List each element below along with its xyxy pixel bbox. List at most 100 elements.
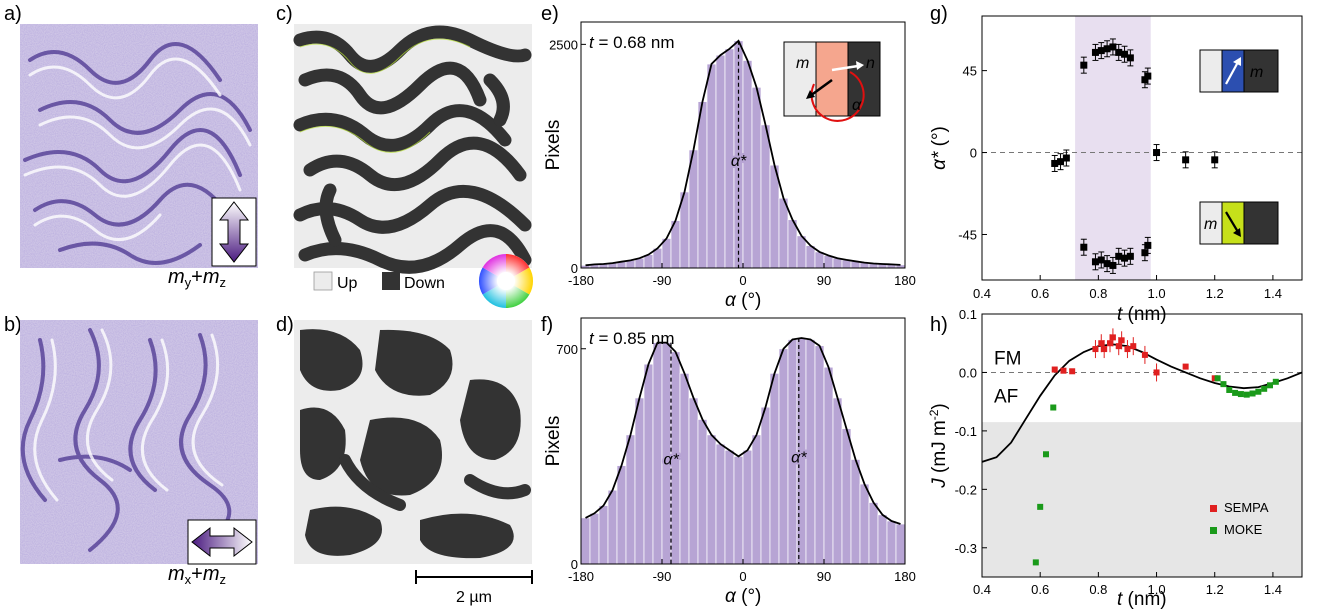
scalebar-label: 2 µm — [456, 589, 492, 606]
inset-alpha-label: α — [852, 97, 862, 114]
x-tick-label: 1.4 — [1264, 582, 1282, 597]
x-tick-label: 180 — [894, 273, 916, 288]
inset-arrowhead-icon — [1233, 57, 1241, 66]
x-tick-label: 0.8 — [1089, 582, 1107, 597]
data-point-sempa — [1092, 346, 1099, 353]
data-point-moke — [1267, 382, 1273, 389]
hist-bar — [760, 406, 771, 565]
data-point — [1080, 243, 1088, 251]
thickness-annotation: t = 0.68 nm — [589, 33, 675, 52]
x-tick-label: 1.0 — [1148, 286, 1166, 301]
hist-bar — [895, 523, 906, 565]
data-point-sempa — [1107, 340, 1113, 347]
chart-h: FM AF SEMPA MOKE 0.4 0.6 0.8 1.0 1.2 1.4 -0.3 -0.2 -… — [927, 307, 1303, 610]
y-tick-label: -0.3 — [955, 541, 977, 556]
y-axis-label: α* (°) — [929, 126, 950, 170]
plot-frame — [981, 15, 1303, 281]
data-point — [1062, 154, 1070, 162]
x-tick-label: 0 — [739, 273, 746, 288]
data-point — [1144, 72, 1152, 80]
hist-bar — [652, 342, 663, 565]
y-tick-label: -0.2 — [955, 482, 977, 497]
data-point — [1097, 47, 1105, 55]
inset-layer-dark — [1243, 49, 1279, 93]
y-tick-label: 2500 — [549, 37, 578, 52]
data-point — [1057, 158, 1065, 166]
data-point — [1153, 149, 1161, 157]
x-tick-label: 1.2 — [1206, 582, 1224, 597]
y-tick-label: 0 — [970, 146, 977, 161]
y-tick-label: -45 — [958, 227, 977, 242]
data-point — [1121, 50, 1129, 58]
data-point-moke — [1214, 375, 1221, 382]
angle-inset: m n α — [783, 41, 881, 122]
panel-f-label: f) — [541, 314, 553, 336]
x-tick-label: 90 — [817, 569, 831, 584]
inset-arrow — [1225, 61, 1239, 85]
panel-e-label: e) — [541, 3, 559, 25]
inset-top: m — [1199, 49, 1279, 93]
hist-bar — [706, 434, 717, 565]
hist-bar — [715, 54, 726, 269]
data-point — [1126, 54, 1134, 62]
data-point-moke — [1272, 378, 1279, 385]
y-tick-label: 0 — [571, 261, 578, 276]
fm-label: FM — [994, 348, 1021, 369]
hist-bar — [814, 251, 825, 269]
x-tick-label: 1.4 — [1264, 286, 1282, 301]
fit-curve — [585, 39, 901, 267]
data-point-sempa — [1153, 369, 1160, 376]
hist-bar — [850, 459, 861, 565]
hist-bar — [697, 101, 708, 269]
x-tick-label: -90 — [653, 273, 672, 288]
x-axis-label: t (nm) — [1117, 589, 1167, 610]
chart-f: α* α* -180 -90 0 90 180 0 700 Pixels α (°) t = 0.85… — [543, 317, 916, 607]
hist-bar — [751, 86, 762, 269]
data-point — [1144, 241, 1152, 249]
panel-g-label: g) — [930, 3, 948, 25]
data-point-sempa — [1101, 346, 1108, 353]
hist-bar — [607, 489, 618, 565]
hist-bar — [796, 235, 807, 269]
hist-bar — [805, 245, 816, 269]
x-tick-label: -90 — [653, 569, 672, 584]
legend-marker-sempa — [1210, 505, 1217, 512]
data-point-moke — [1226, 386, 1233, 393]
data-point-sempa — [1098, 340, 1105, 347]
data-point-sempa — [1115, 343, 1122, 350]
peak-label: α* — [791, 449, 807, 466]
hist-bar — [688, 397, 699, 565]
af-label: AF — [994, 386, 1018, 407]
hist-bar — [580, 517, 591, 565]
data-point — [1211, 156, 1219, 164]
inset-layer-light — [783, 41, 817, 117]
data-point — [1091, 258, 1099, 266]
x-tick-label: 180 — [894, 569, 916, 584]
inset-layer-dark — [847, 41, 881, 117]
y-tick-label: 0.1 — [959, 307, 977, 322]
data-point — [1109, 261, 1117, 269]
data-point-sempa — [1051, 366, 1058, 373]
x-tick-label: 0.4 — [973, 582, 991, 597]
y-tick-label: 0.0 — [959, 365, 977, 380]
hist-bar — [679, 373, 690, 565]
hist-bar — [841, 428, 852, 565]
hist-bar — [832, 397, 843, 565]
plot-frame — [981, 313, 1303, 578]
data-point-sempa — [1118, 337, 1125, 344]
hist-bar — [706, 63, 717, 269]
data-point — [1115, 252, 1123, 260]
y-tick-label: -0.1 — [955, 424, 977, 439]
x-tick-label: -180 — [568, 273, 594, 288]
data-point-moke — [1032, 559, 1039, 566]
hist-bar — [724, 449, 735, 565]
thickness-annotation: t = 0.85 nm — [589, 329, 675, 348]
hist-bar — [805, 339, 816, 565]
hist-bar — [742, 449, 753, 565]
data-point-moke — [1043, 451, 1049, 458]
data-point-moke — [1255, 388, 1262, 395]
panel-a-image — [20, 24, 258, 268]
hist-bar — [589, 512, 600, 565]
y-axis-label: Pixels — [543, 416, 564, 467]
inset-bottom: m — [1199, 201, 1279, 245]
